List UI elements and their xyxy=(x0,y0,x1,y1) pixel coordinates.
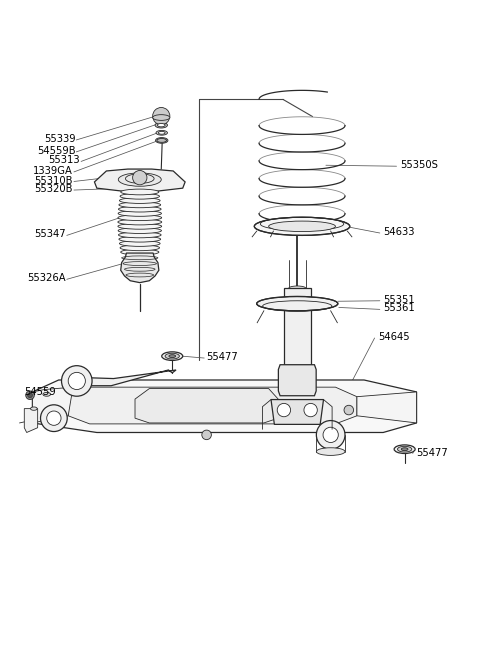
Circle shape xyxy=(202,430,211,440)
Ellipse shape xyxy=(288,286,306,291)
Text: 55326A: 55326A xyxy=(27,273,66,284)
Ellipse shape xyxy=(169,355,176,358)
Polygon shape xyxy=(33,380,417,432)
Polygon shape xyxy=(24,409,37,432)
Polygon shape xyxy=(284,288,311,365)
Polygon shape xyxy=(357,392,417,423)
Ellipse shape xyxy=(165,353,180,359)
Ellipse shape xyxy=(120,198,160,204)
Ellipse shape xyxy=(31,407,37,410)
Text: 54633: 54633 xyxy=(383,227,415,237)
Circle shape xyxy=(132,170,147,185)
Ellipse shape xyxy=(257,297,338,310)
Ellipse shape xyxy=(118,215,162,221)
Ellipse shape xyxy=(118,173,161,186)
Ellipse shape xyxy=(120,245,159,251)
Ellipse shape xyxy=(158,132,165,134)
Polygon shape xyxy=(271,400,324,424)
Ellipse shape xyxy=(316,448,345,455)
Ellipse shape xyxy=(119,232,161,238)
Polygon shape xyxy=(70,370,176,386)
Circle shape xyxy=(40,405,67,432)
Ellipse shape xyxy=(120,189,159,195)
Text: 55347: 55347 xyxy=(34,229,66,240)
Text: 55313: 55313 xyxy=(48,155,80,166)
Text: 55310B: 55310B xyxy=(35,176,73,185)
Circle shape xyxy=(68,372,85,390)
Ellipse shape xyxy=(156,130,168,135)
Ellipse shape xyxy=(118,210,161,216)
Text: 54559B: 54559B xyxy=(37,146,75,156)
Text: 55361: 55361 xyxy=(383,303,415,313)
Circle shape xyxy=(344,405,354,415)
Ellipse shape xyxy=(118,223,162,229)
Ellipse shape xyxy=(120,193,159,199)
Ellipse shape xyxy=(162,352,183,360)
Ellipse shape xyxy=(157,124,165,127)
Circle shape xyxy=(28,393,33,398)
Ellipse shape xyxy=(119,206,161,212)
Circle shape xyxy=(304,403,317,417)
Ellipse shape xyxy=(155,122,168,128)
Ellipse shape xyxy=(118,219,162,225)
Circle shape xyxy=(277,403,290,417)
Ellipse shape xyxy=(254,217,350,235)
Ellipse shape xyxy=(153,115,170,121)
Circle shape xyxy=(316,421,345,449)
Ellipse shape xyxy=(157,138,167,142)
Ellipse shape xyxy=(119,202,161,208)
Text: 1339GA: 1339GA xyxy=(33,166,73,176)
Text: 54645: 54645 xyxy=(378,332,410,342)
Text: 55477: 55477 xyxy=(206,352,239,362)
Text: 55350S: 55350S xyxy=(400,160,438,170)
Circle shape xyxy=(153,107,170,124)
Ellipse shape xyxy=(397,446,412,452)
Text: 55351: 55351 xyxy=(383,295,415,305)
Ellipse shape xyxy=(401,448,408,451)
Polygon shape xyxy=(120,253,159,283)
Ellipse shape xyxy=(119,236,161,242)
Text: 55477: 55477 xyxy=(417,447,448,458)
Polygon shape xyxy=(135,388,278,423)
Ellipse shape xyxy=(120,240,160,246)
Circle shape xyxy=(61,365,92,396)
Polygon shape xyxy=(278,365,316,396)
Ellipse shape xyxy=(269,221,336,232)
Ellipse shape xyxy=(394,445,415,453)
Polygon shape xyxy=(68,387,357,424)
Circle shape xyxy=(47,411,61,425)
Ellipse shape xyxy=(120,250,159,255)
Ellipse shape xyxy=(156,138,168,143)
Text: 55339: 55339 xyxy=(44,134,75,144)
Polygon shape xyxy=(95,169,185,191)
Text: 55320B: 55320B xyxy=(35,184,73,194)
Polygon shape xyxy=(33,387,73,423)
Text: 54559: 54559 xyxy=(24,387,56,397)
Circle shape xyxy=(323,427,338,443)
Circle shape xyxy=(26,391,34,400)
Ellipse shape xyxy=(43,392,50,396)
Ellipse shape xyxy=(118,228,161,233)
